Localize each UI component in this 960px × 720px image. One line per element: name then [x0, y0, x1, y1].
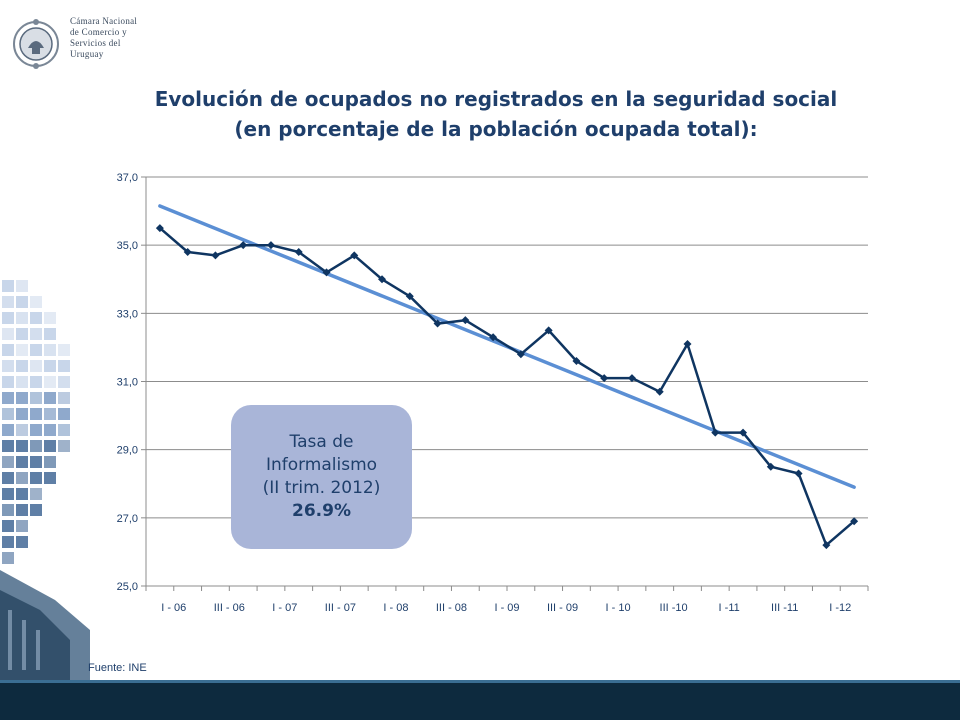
data-point	[572, 357, 581, 366]
data-point	[850, 517, 859, 526]
chart-title-line: Evolución de ocupados no registrados en …	[154, 87, 838, 111]
callout-line: (II trim. 2012)	[262, 478, 381, 498]
informality-rate-callout: Tasa de Informalismo (II trim. 2012) 26.…	[231, 405, 412, 549]
data-point	[739, 428, 748, 437]
data-point	[183, 247, 192, 256]
data-point	[822, 541, 831, 550]
y-tick-label: 31,0	[117, 377, 138, 389]
callout-value: 26.9%	[292, 501, 351, 521]
data-point	[405, 292, 414, 301]
decorative-tile-pattern	[0, 280, 90, 680]
y-tick-label: 25,0	[117, 581, 138, 593]
data-point	[544, 326, 553, 335]
x-axis-labels: I - 06 III - 06 I - 07 III - 07 I - 08 III - …	[161, 602, 851, 614]
org-name-line: Uruguay	[70, 49, 104, 59]
callout-line: Tasa de	[289, 432, 354, 452]
x-tick-label: I - 07	[272, 602, 297, 614]
chamber-logo: Cámara Nacional de Comercio y Servicios …	[10, 14, 160, 74]
org-name-line: de Comercio y	[70, 27, 127, 37]
data-point	[683, 340, 692, 349]
x-tick-label: III - 08	[436, 602, 467, 614]
x-tick-label: III - 06	[214, 602, 245, 614]
callout-line: Informalismo	[265, 455, 378, 475]
y-axis-labels: 25,0 27,0 29,0 31,0 33,0 35,0 37,0	[117, 172, 138, 593]
data-point	[600, 374, 609, 383]
footer-bar	[0, 680, 960, 720]
y-tick-label: 37,0	[117, 172, 138, 184]
x-tick-label: III - 09	[547, 602, 578, 614]
data-point	[766, 462, 775, 471]
x-tick-label: I -12	[829, 602, 851, 614]
y-tick-label: 27,0	[117, 513, 138, 525]
chart-title-line: (en porcentaje de la población ocupada t…	[234, 117, 758, 141]
footer-accent-line	[0, 680, 960, 683]
y-tick-label: 35,0	[117, 240, 138, 252]
chart-axes	[141, 176, 869, 591]
source-note: Fuente: INE	[88, 662, 147, 674]
data-point	[266, 241, 275, 250]
x-tick-label: I - 09	[494, 602, 519, 614]
org-name: Cámara Nacional de Comercio y Servicios …	[70, 16, 180, 60]
org-name-line: Cámara Nacional	[70, 16, 138, 26]
data-point	[155, 224, 164, 233]
x-tick-label: I -11	[719, 602, 740, 614]
x-tick-label: III - 07	[325, 602, 356, 614]
data-point	[516, 350, 525, 359]
x-tick-label: I - 08	[383, 602, 408, 614]
data-point	[655, 387, 664, 396]
data-point	[461, 316, 470, 325]
data-point	[350, 251, 359, 260]
data-point	[711, 428, 720, 437]
org-name-line: Servicios del	[70, 38, 121, 48]
chamber-seal-icon	[13, 19, 59, 69]
data-point	[322, 268, 331, 277]
chart-title: Evolución de ocupados no registrados en …	[90, 84, 902, 144]
data-point	[294, 247, 303, 256]
data-point	[794, 469, 803, 478]
x-tick-label: I - 06	[161, 602, 186, 614]
data-point	[211, 251, 220, 260]
series-group	[155, 224, 859, 550]
x-tick-label: I - 10	[606, 602, 631, 614]
data-point	[627, 374, 636, 383]
data-point	[433, 319, 442, 328]
y-tick-label: 29,0	[117, 445, 138, 457]
data-point	[378, 275, 387, 284]
x-tick-label: III -10	[660, 602, 688, 614]
y-tick-label: 33,0	[117, 308, 138, 320]
series-line	[159, 227, 855, 547]
x-tick-label: III -11	[771, 602, 798, 614]
data-point	[489, 333, 498, 342]
data-point	[239, 241, 248, 250]
